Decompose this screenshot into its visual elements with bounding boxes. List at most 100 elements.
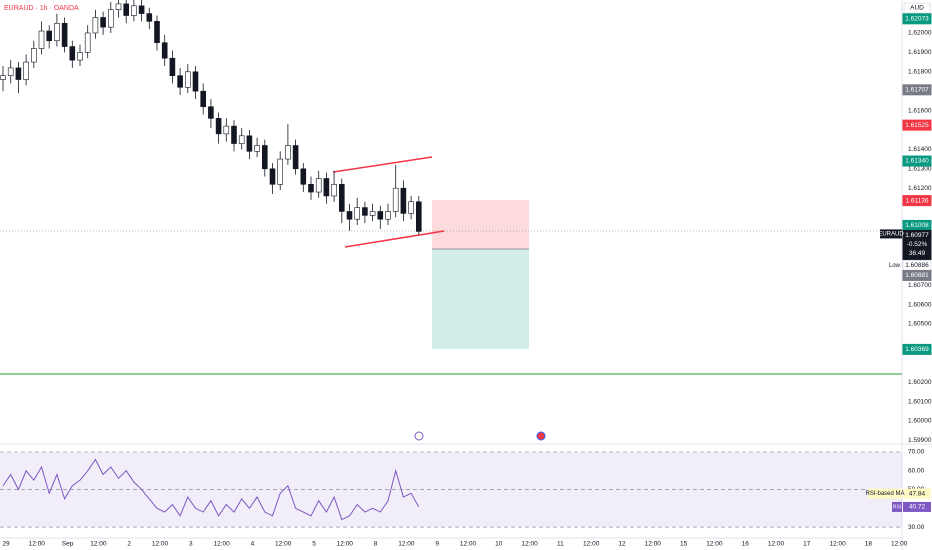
rsi-tick-label: 70.00 — [908, 449, 925, 456]
rsi-ma-value: 47.84 — [909, 490, 926, 497]
candle-body — [38, 30, 45, 49]
rsi-value: 40.72 — [909, 504, 926, 511]
price-tag — [902, 269, 932, 281]
candle-body — [15, 67, 22, 80]
candle-body — [354, 207, 361, 220]
price-tag-label: 36:49 — [909, 250, 926, 257]
event-icon[interactable] — [414, 431, 424, 441]
channel-lower[interactable] — [344, 230, 445, 248]
candle-body — [61, 22, 68, 47]
price-tag-label: 1.60977 — [905, 232, 929, 239]
x-tick-label: 12:00 — [768, 541, 785, 548]
candle-body — [215, 118, 222, 135]
candle-body — [300, 168, 307, 185]
candle-body — [292, 145, 299, 170]
candle-body — [146, 13, 153, 22]
x-tick-label: 29 — [2, 541, 10, 548]
price-tag — [902, 119, 932, 131]
price-tag — [902, 195, 932, 207]
x-tick-label: 12:00 — [90, 541, 107, 548]
symbol-tag — [880, 229, 902, 239]
candle-body — [108, 9, 114, 28]
currency-box[interactable] — [903, 2, 931, 14]
candle-body — [246, 135, 253, 152]
x-tick-label: 12:00 — [152, 541, 169, 548]
price-tag-label: 1.61707 — [905, 87, 929, 94]
rsi-name-box — [892, 501, 902, 512]
price-tag-label: 1.61340 — [905, 158, 929, 165]
channel-upper[interactable] — [332, 156, 433, 173]
candle-body — [331, 184, 337, 197]
candle-body — [415, 201, 422, 232]
x-tick-label: 8 — [374, 541, 378, 548]
y-tick-label: 1.60100 — [908, 398, 932, 405]
x-tick-label: 5 — [312, 541, 316, 548]
candle-body — [385, 211, 391, 220]
y-tick-label: 1.60700 — [908, 282, 932, 289]
x-tick-label: 12:00 — [706, 541, 723, 548]
candle-body — [315, 178, 322, 193]
candle-body — [185, 71, 191, 88]
price-tag-label: 1.60881 — [905, 272, 929, 279]
rsi-tick-label: 60.00 — [908, 467, 925, 474]
symbol-label: EURAUD — [878, 232, 904, 238]
y-tick-label: 1.61900 — [908, 49, 932, 56]
price-tag — [902, 229, 932, 261]
candle-body — [392, 187, 399, 212]
candle-body — [377, 211, 384, 220]
candle-body — [261, 145, 268, 170]
price-tag-name: Low — [889, 263, 901, 269]
x-tick-label: 10 — [495, 541, 503, 548]
x-tick-label: 12:00 — [460, 541, 477, 548]
x-tick-label: 12:00 — [645, 541, 662, 548]
candle-body — [408, 201, 414, 214]
candle-body — [238, 135, 245, 144]
price-tag — [902, 155, 932, 167]
candle-body — [269, 168, 276, 185]
y-tick-label: 1.61600 — [908, 107, 932, 114]
price-tag-label: 1.61008 — [905, 222, 929, 229]
y-tick-label: 1.61300 — [908, 166, 932, 173]
rsi-ma-name: RSI-based MA — [865, 491, 904, 497]
candle-body — [200, 90, 206, 108]
stop-zone[interactable] — [432, 200, 529, 249]
chart-title: EURAUD · 1h · OANDA — [4, 5, 79, 12]
x-tick-label: 17 — [803, 541, 811, 548]
y-tick-label: 1.61400 — [908, 146, 932, 153]
y-tick-label: 1.62000 — [908, 30, 932, 37]
candle-body — [30, 48, 37, 63]
candle-body — [7, 67, 14, 76]
price-tag — [902, 343, 932, 355]
candle-body — [223, 125, 230, 135]
x-tick-label: 12:00 — [275, 541, 292, 548]
candle-body — [131, 5, 137, 16]
y-tick-label: 1.60600 — [908, 301, 932, 308]
x-tick-label: 12:00 — [583, 541, 600, 548]
price-tag-label: -0.52% — [907, 241, 928, 248]
event-icon[interactable] — [536, 431, 546, 441]
rsi-line — [2, 458, 420, 521]
candle-body — [192, 71, 199, 92]
y-tick-label: 1.59900 — [908, 437, 932, 444]
currency: AUD — [910, 5, 924, 12]
candle-body — [285, 145, 291, 160]
candle-body — [323, 178, 330, 197]
candle-body — [92, 17, 99, 34]
price-tag-label: 1.62073 — [905, 16, 929, 23]
candle-body — [46, 30, 53, 42]
candle-body — [77, 52, 83, 61]
x-tick-label: 12:00 — [891, 541, 908, 548]
x-tick-label: 12:00 — [29, 541, 46, 548]
candle-body — [100, 17, 106, 28]
candle-body — [123, 3, 129, 16]
candle-body — [208, 106, 214, 119]
x-tick-label: 12:00 — [213, 541, 230, 548]
y-tick-label: 1.60200 — [908, 379, 932, 386]
target-zone[interactable] — [432, 249, 529, 349]
candle-body — [0, 75, 6, 80]
rsi-ma-name-box — [868, 488, 902, 499]
candle-body — [362, 207, 368, 216]
candle-body — [169, 57, 176, 76]
candle-body — [338, 184, 345, 212]
